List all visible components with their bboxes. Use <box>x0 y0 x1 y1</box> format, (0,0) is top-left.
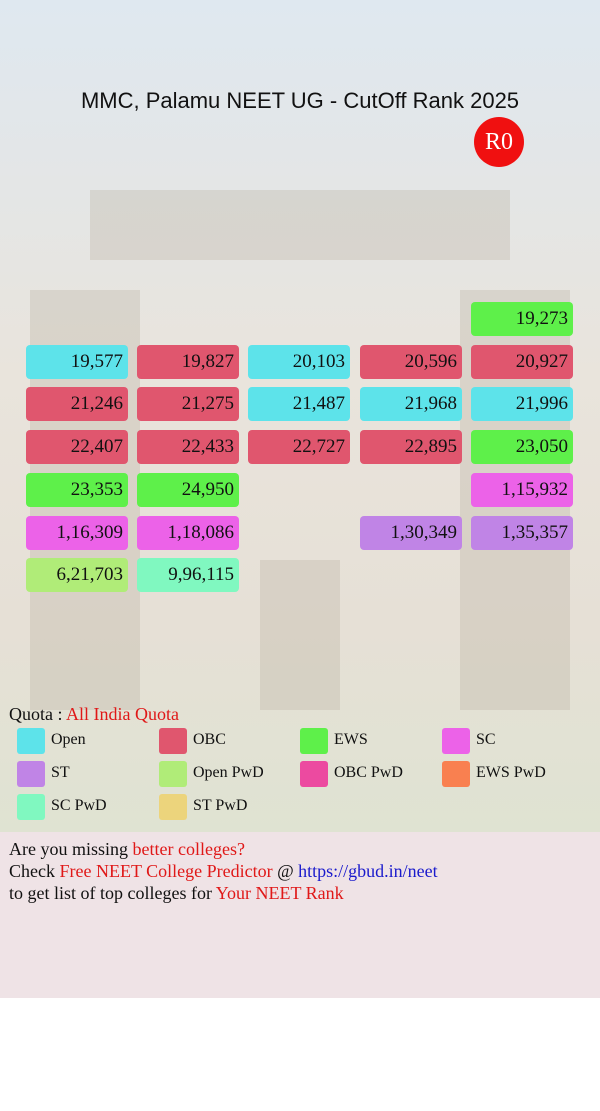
rank-cell: 22,727 <box>248 430 350 465</box>
footer-text: Your NEET Rank <box>215 883 344 903</box>
rank-cell: 22,433 <box>137 430 239 465</box>
legend-label: Open PwD <box>193 764 264 781</box>
rank-cell: 22,895 <box>360 430 462 465</box>
rank-cell: 19,273 <box>471 302 573 336</box>
legend-label: EWS <box>334 731 368 748</box>
rank-cell: 19,827 <box>137 344 239 379</box>
footer-line: Are you missing better colleges? <box>9 839 245 860</box>
building <box>260 560 340 710</box>
rank-cell: 1,35,357 <box>471 515 573 550</box>
rank-cell: 21,487 <box>248 387 350 422</box>
legend-swatch <box>17 794 45 820</box>
footer-text: Are you missing <box>9 839 133 859</box>
rank-cell: 20,596 <box>360 344 462 379</box>
footer-text: better colleges? <box>132 839 245 859</box>
rank-cell: 24,950 <box>137 472 239 507</box>
title: MMC, Palamu NEET UG - CutOff Rank 2025 <box>80 88 520 113</box>
rank-cell: 1,16,309 <box>26 515 128 550</box>
legend-swatch <box>17 761 45 787</box>
legend-swatch <box>159 728 187 754</box>
legend-label: SC PwD <box>51 797 107 814</box>
round-badge: R0 <box>474 117 524 167</box>
rank-cell: 23,050 <box>471 430 573 465</box>
rank-cell: 19,577 <box>26 344 128 379</box>
rank-cell: 1,18,086 <box>137 515 239 550</box>
rank-cell: 21,246 <box>26 387 128 422</box>
rank-cell: 23,353 <box>26 472 128 507</box>
rank-cell: 6,21,703 <box>26 558 128 593</box>
gate-arch <box>90 190 510 260</box>
footer-line: to get list of top colleges for Your NEE… <box>9 883 344 904</box>
legend-label: Open <box>51 731 86 748</box>
rank-cell: 9,96,115 <box>137 558 239 593</box>
quota: Quota : All India Quota <box>9 704 179 725</box>
legend-label: OBC <box>193 731 226 748</box>
quota-label: Quota : <box>9 704 63 724</box>
footer-text: @ <box>272 861 299 881</box>
quota-value: All India Quota <box>66 704 179 724</box>
legend-swatch <box>300 728 328 754</box>
legend-label: EWS PwD <box>476 764 546 781</box>
legend-label: SC <box>476 731 496 748</box>
footer: Are you missing better colleges? Check Fr… <box>0 832 600 998</box>
footer-text: to get list of top colleges for <box>9 883 216 903</box>
rank-cell: 22,407 <box>26 430 128 465</box>
footer-text[interactable]: https://gbud.in/neet <box>298 861 438 881</box>
legend-swatch <box>159 761 187 787</box>
rank-cell: 1,30,349 <box>360 515 462 550</box>
rank-cell: 1,15,932 <box>471 472 573 507</box>
legend-swatch <box>442 761 470 787</box>
rank-cell: 21,996 <box>471 387 573 422</box>
legend-swatch <box>300 761 328 787</box>
rank-cell: 21,968 <box>360 387 462 422</box>
legend-swatch <box>17 728 45 754</box>
footer-text: Free NEET College Predictor <box>59 861 273 881</box>
legend-label: ST <box>51 764 70 781</box>
legend-label: OBC PwD <box>334 764 403 781</box>
legend-label: ST PwD <box>193 797 248 814</box>
legend-swatch <box>159 794 187 820</box>
rank-cell: 21,275 <box>137 387 239 422</box>
rank-cell: 20,103 <box>248 344 350 379</box>
legend-swatch <box>442 728 470 754</box>
footer-text: Check <box>9 861 60 881</box>
footer-line: Check Free NEET College Predictor @ http… <box>9 861 438 882</box>
rank-cell: 20,927 <box>471 344 573 379</box>
